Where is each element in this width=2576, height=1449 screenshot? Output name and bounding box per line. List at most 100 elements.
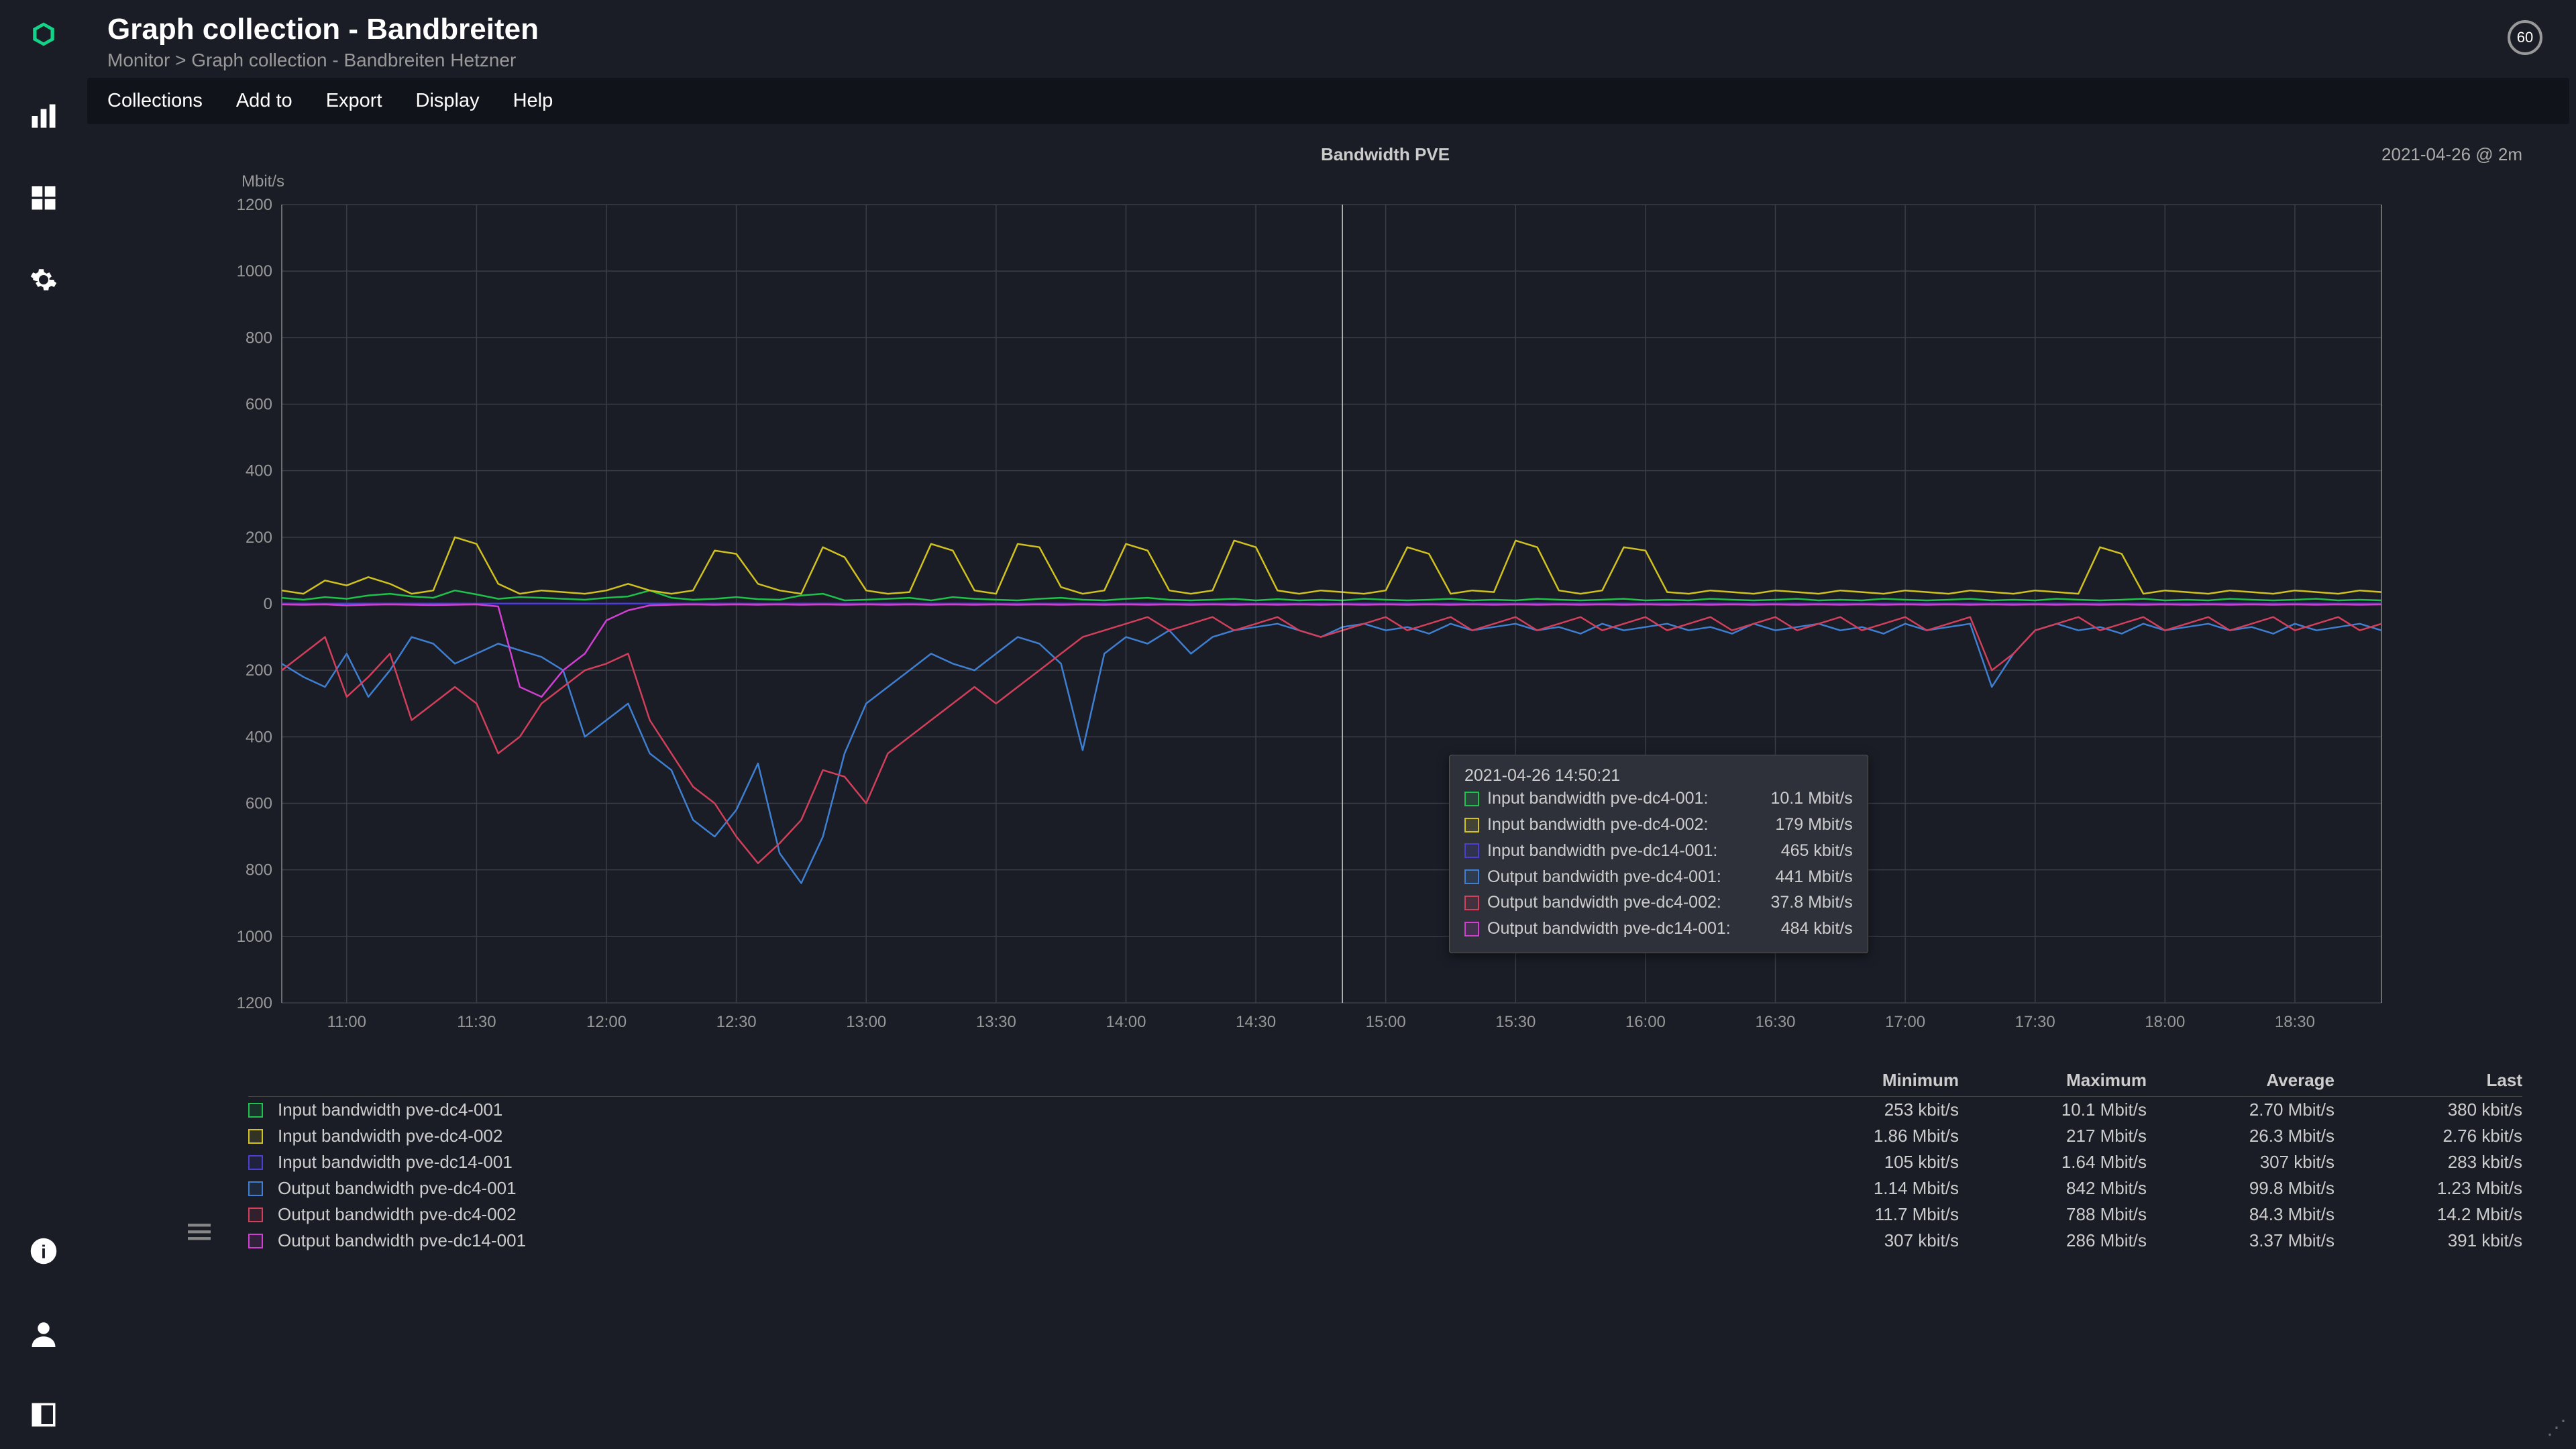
legend-row[interactable]: Input bandwidth pve-dc4-0021.86 Mbit/s21… — [248, 1123, 2522, 1149]
grid-icon[interactable] — [30, 184, 58, 212]
legend-max: 788 Mbit/s — [1959, 1204, 2147, 1225]
svg-text:1000: 1000 — [237, 263, 272, 281]
svg-text:600: 600 — [246, 396, 272, 414]
svg-text:14:00: 14:00 — [1106, 1013, 1146, 1031]
user-icon[interactable] — [30, 1319, 58, 1347]
legend-min: 105 kbit/s — [1771, 1152, 1959, 1173]
info-icon[interactable]: i — [30, 1237, 58, 1265]
bandwidth-chart[interactable]: 11:0011:3012:0012:3013:0013:3014:0014:30… — [101, 171, 2402, 1036]
content-area: Bandwidth PVE 2021-04-26 @ 2m Mbit/s 11:… — [87, 124, 2576, 1449]
svg-text:15:30: 15:30 — [1495, 1013, 1536, 1031]
legend-avg: 2.70 Mbit/s — [2147, 1099, 2334, 1120]
menu-export[interactable]: Export — [326, 90, 382, 112]
legend-max: 217 Mbit/s — [1959, 1126, 2147, 1146]
svg-text:16:30: 16:30 — [1755, 1013, 1795, 1031]
svg-text:600: 600 — [246, 795, 272, 813]
legend-last: 14.2 Mbit/s — [2334, 1204, 2522, 1225]
logo-icon[interactable] — [30, 20, 58, 48]
tooltip-row: Output bandwidth pve-dc4-002:37.8 Mbit/s — [1464, 890, 1853, 916]
legend-last: 2.76 kbit/s — [2334, 1126, 2522, 1146]
legend-name: Input bandwidth pve-dc14-001 — [268, 1152, 1771, 1173]
chart-container: 11:0011:3012:0012:3013:0013:3014:0014:30… — [101, 171, 2542, 1036]
series-out-dc4-001 — [282, 624, 2381, 883]
tooltip-time: 2021-04-26 14:50:21 — [1464, 766, 1853, 786]
main-panel: Graph collection - Bandbreiten Monitor >… — [87, 0, 2576, 1449]
legend-min: 253 kbit/s — [1771, 1099, 1959, 1120]
legend-last: 380 kbit/s — [2334, 1099, 2522, 1120]
series-out-dc14-001 — [282, 604, 2381, 697]
tooltip-row: Input bandwidth pve-dc14-001:465 kbit/s — [1464, 838, 1853, 864]
svg-text:1200: 1200 — [237, 196, 272, 214]
legend-max: 1.64 Mbit/s — [1959, 1152, 2147, 1173]
svg-text:13:30: 13:30 — [976, 1013, 1016, 1031]
resize-grip-icon[interactable]: ⋰ — [2546, 1416, 2567, 1440]
legend-row[interactable]: Input bandwidth pve-dc14-001105 kbit/s1.… — [248, 1149, 2522, 1175]
legend-name: Input bandwidth pve-dc4-002 — [268, 1126, 1771, 1146]
legend-header: Maximum — [1959, 1070, 2147, 1091]
svg-text:0: 0 — [264, 595, 272, 613]
tooltip-row: Output bandwidth pve-dc4-001:441 Mbit/s — [1464, 864, 1853, 890]
menu-add-to[interactable]: Add to — [236, 90, 292, 112]
legend-row[interactable]: Output bandwidth pve-dc4-00211.7 Mbit/s7… — [248, 1201, 2522, 1228]
legend-row[interactable]: Output bandwidth pve-dc4-0011.14 Mbit/s8… — [248, 1175, 2522, 1201]
legend-min: 1.14 Mbit/s — [1771, 1178, 1959, 1199]
chart-tooltip: 2021-04-26 14:50:21 Input bandwidth pve-d… — [1449, 755, 1868, 953]
legend-swatch — [248, 1155, 263, 1170]
menu-display[interactable]: Display — [416, 90, 480, 112]
legend-min: 1.86 Mbit/s — [1771, 1126, 1959, 1146]
series-out-dc4-002 — [282, 617, 2381, 863]
legend-swatch — [248, 1181, 263, 1196]
bar-chart-icon[interactable] — [30, 102, 58, 130]
svg-text:18:00: 18:00 — [2145, 1013, 2185, 1031]
svg-text:i: i — [41, 1242, 46, 1263]
svg-text:1000: 1000 — [237, 928, 272, 946]
menu-collections[interactable]: Collections — [107, 90, 203, 112]
legend-max: 10.1 Mbit/s — [1959, 1099, 2147, 1120]
svg-text:15:00: 15:00 — [1366, 1013, 1406, 1031]
svg-text:11:00: 11:00 — [327, 1013, 366, 1031]
chart-title: Bandwidth PVE — [1321, 144, 1450, 165]
chart-timestamp: 2021-04-26 @ 2m — [2381, 144, 2522, 165]
legend-row[interactable]: Output bandwidth pve-dc14-001307 kbit/s2… — [248, 1228, 2522, 1254]
svg-text:800: 800 — [246, 861, 272, 879]
legend-max: 842 Mbit/s — [1959, 1178, 2147, 1199]
legend-min: 307 kbit/s — [1771, 1230, 1959, 1251]
legend-name: Output bandwidth pve-dc4-002 — [268, 1204, 1771, 1225]
svg-text:13:00: 13:00 — [846, 1013, 886, 1031]
svg-text:200: 200 — [246, 662, 272, 680]
tooltip-row: Input bandwidth pve-dc4-002:179 Mbit/s — [1464, 812, 1853, 838]
series-in-dc4-002 — [282, 537, 2381, 594]
legend-avg: 3.37 Mbit/s — [2147, 1230, 2334, 1251]
svg-text:800: 800 — [246, 329, 272, 347]
header: Graph collection - Bandbreiten Monitor >… — [87, 0, 2576, 78]
menubar: Collections Add to Export Display Help — [87, 78, 2569, 124]
svg-text:12:00: 12:00 — [586, 1013, 627, 1031]
legend-row[interactable]: Input bandwidth pve-dc4-001253 kbit/s10.… — [248, 1097, 2522, 1123]
legend-header: Average — [2147, 1070, 2334, 1091]
refresh-counter[interactable]: 60 — [2508, 20, 2542, 55]
menu-help[interactable]: Help — [513, 90, 553, 112]
hamburger-icon[interactable] — [188, 1224, 211, 1246]
legend-table: MinimumMaximumAverageLast Input bandwidt… — [248, 1070, 2522, 1254]
legend-swatch — [248, 1208, 263, 1222]
legend-swatch — [248, 1103, 263, 1118]
legend-swatch — [248, 1129, 263, 1144]
gear-icon[interactable] — [30, 266, 58, 294]
svg-text:11:30: 11:30 — [457, 1013, 496, 1031]
page-title: Graph collection - Bandbreiten — [107, 13, 539, 46]
tooltip-row: Output bandwidth pve-dc14-001:484 kbit/s — [1464, 916, 1853, 942]
svg-text:17:00: 17:00 — [1885, 1013, 1925, 1031]
legend-avg: 307 kbit/s — [2147, 1152, 2334, 1173]
svg-text:200: 200 — [246, 529, 272, 547]
svg-text:17:30: 17:30 — [2015, 1013, 2055, 1031]
legend-header: Minimum — [1771, 1070, 1959, 1091]
legend-last: 1.23 Mbit/s — [2334, 1178, 2522, 1199]
svg-text:18:30: 18:30 — [2275, 1013, 2315, 1031]
collapse-icon[interactable] — [30, 1401, 58, 1429]
svg-text:400: 400 — [246, 729, 272, 747]
legend-avg: 26.3 Mbit/s — [2147, 1126, 2334, 1146]
svg-text:400: 400 — [246, 462, 272, 480]
legend-last: 391 kbit/s — [2334, 1230, 2522, 1251]
legend-name: Input bandwidth pve-dc4-001 — [268, 1099, 1771, 1120]
svg-text:14:30: 14:30 — [1236, 1013, 1276, 1031]
